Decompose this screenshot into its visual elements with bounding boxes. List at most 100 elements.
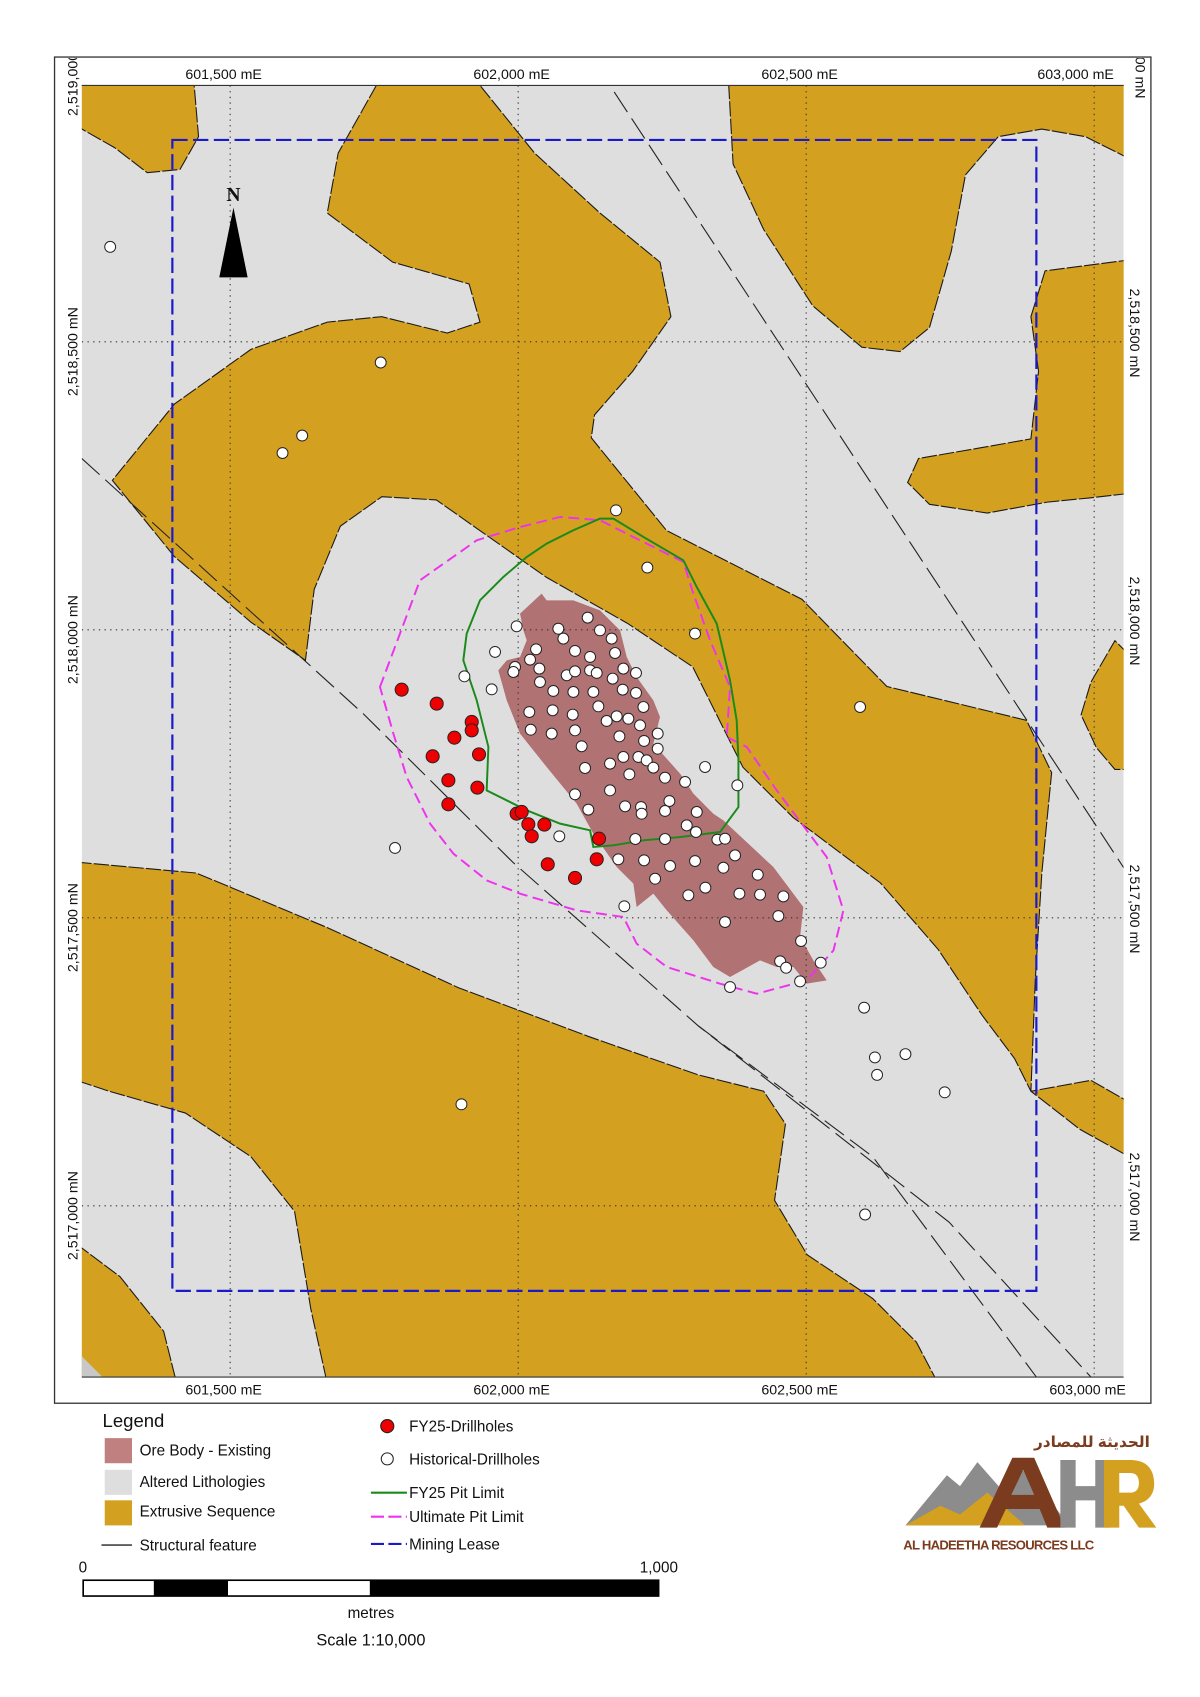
historical-drillhole	[868, 1051, 881, 1064]
historical-drillhole	[552, 622, 565, 635]
historical-drillhole	[623, 768, 636, 781]
extrusive-unit-nw	[81, 85, 200, 174]
easting-label: 602,500 mE	[761, 1383, 837, 1399]
extrusive-swatch	[104, 1500, 132, 1526]
historical-drillhole	[689, 855, 701, 867]
legend-altered: Altered Lithologies	[140, 1474, 266, 1491]
historical-drillhole	[604, 784, 616, 797]
northing-label: 2,518,500 mN	[65, 307, 81, 396]
easting-label: 603,000 mE	[1037, 67, 1113, 83]
historical-drillhole	[617, 751, 630, 763]
historical-drillhole	[592, 700, 605, 713]
easting-label: 602,000 mE	[473, 67, 549, 83]
legend-ore-body: Ore Body - Existing	[140, 1443, 272, 1460]
historical-drillhole	[547, 685, 560, 697]
historical-drillhole	[584, 650, 597, 663]
legend-ultimate-pit: Ultimate Pit Limit	[409, 1509, 524, 1526]
historical-drillhole	[630, 667, 642, 679]
historical-drillhole	[587, 686, 600, 698]
ore-body-swatch	[104, 1438, 132, 1464]
fy25-drillhole	[471, 747, 487, 762]
historical-drillhole	[664, 860, 676, 872]
legend-fy25-drillholes: FY25-Drillholes	[409, 1419, 514, 1436]
corner-northing-label: 2,519,000 mN	[1132, 9, 1148, 98]
historical-drillhole	[899, 1048, 912, 1061]
historical-drillhole	[731, 779, 744, 792]
legend-title: Legend	[103, 1410, 165, 1431]
historical-drillhole	[649, 872, 662, 885]
extrusive-unit-east-lobe	[906, 260, 1124, 514]
historical-drillhole	[557, 632, 570, 645]
historical-drillhole	[629, 833, 642, 845]
structural-feature-sw	[81, 458, 1092, 1378]
extrusive-unit-sw-corner	[81, 1247, 176, 1378]
historical-drillhole	[638, 734, 651, 747]
historical-drillhole	[854, 701, 867, 713]
historical-drillhole	[630, 686, 642, 699]
fy25-drillhole	[589, 852, 604, 867]
easting-label: 601,500 mE	[185, 1383, 261, 1399]
historical-drillhole	[637, 701, 650, 713]
historical-drillhole	[938, 1086, 951, 1099]
scale-bar: 0 1,000 metres Scale 1:10,000	[79, 1559, 678, 1649]
fy25-drillhole	[537, 817, 552, 832]
ultimate-pit-limit	[378, 515, 845, 995]
historical-drillhole	[679, 776, 692, 788]
historical-drillhole	[699, 881, 712, 894]
historical-drillhole	[374, 356, 387, 369]
historical-drillhole	[579, 762, 591, 774]
northing-label: 2,517,500 mN	[1126, 865, 1142, 954]
historical-drillhole	[569, 788, 581, 801]
historical-drillhole	[524, 723, 537, 736]
scale-unit: metres	[348, 1605, 395, 1622]
historical-drillhole	[590, 667, 603, 679]
historical-drillhole	[690, 826, 702, 838]
fy25-drillhole	[425, 749, 440, 764]
extrusive-unit-east-edge	[1080, 639, 1124, 770]
historical-drillhole	[641, 561, 654, 574]
easting-label: 602,000 mE	[473, 1383, 549, 1399]
historical-drillhole	[606, 672, 619, 685]
historical-drillhole	[619, 800, 632, 813]
northing-label: 2,518,500 mN	[1126, 289, 1142, 378]
company-logo: الحديثة للمصادر AL HADEETHA RESOURCES LL…	[903, 1434, 1157, 1552]
legend-mining-lease: Mining Lease	[409, 1536, 500, 1553]
northing-label: 2,518,000 mN	[1126, 577, 1142, 666]
easting-label: 602,500 mE	[761, 67, 837, 83]
historical-drillhole	[733, 887, 746, 900]
historical-drillhole	[794, 975, 807, 988]
historical-drillhole	[634, 719, 646, 732]
historical-drillhole	[546, 704, 559, 717]
historical-drillhole	[780, 961, 793, 974]
fy25-drillhole	[441, 773, 456, 788]
fy25-drillhole	[540, 857, 555, 872]
historical-drillhole	[612, 853, 625, 866]
easting-label: 601,500 mE	[185, 67, 261, 83]
historical-drillhole	[569, 665, 581, 678]
historical-drillhole	[600, 715, 613, 727]
historical-drillhole	[530, 643, 543, 656]
historical-drillhole	[569, 644, 581, 657]
northing-label: 2,517,500 mN	[65, 883, 81, 972]
historical-drillhole	[575, 740, 588, 753]
scale-max: 1,000	[640, 1559, 678, 1576]
top-easting-labels: 601,500 mE 602,000 mE 602,500 mE 603,000…	[185, 67, 1113, 83]
historical-drillhole	[455, 1098, 468, 1111]
historical-drillhole	[640, 754, 653, 767]
historical-drillhole	[651, 727, 664, 740]
fy25-pit-limit	[462, 517, 740, 849]
historical-drillhole	[772, 910, 785, 922]
historical-drillhole	[610, 504, 622, 517]
north-arrow: N	[219, 185, 248, 278]
historical-drillhole	[507, 666, 520, 678]
logo-letter-a-icon	[979, 1457, 1065, 1528]
easting-label: 603,000 mE	[1049, 1383, 1125, 1399]
historical-drillhole	[604, 757, 616, 770]
historical-drillhole	[719, 832, 731, 845]
historical-drillhole	[569, 724, 581, 737]
north-arrow-icon	[219, 207, 248, 278]
fy25-drillhole	[591, 831, 607, 846]
historical-drillhole	[871, 1068, 884, 1081]
historical-drillhole	[609, 647, 621, 659]
